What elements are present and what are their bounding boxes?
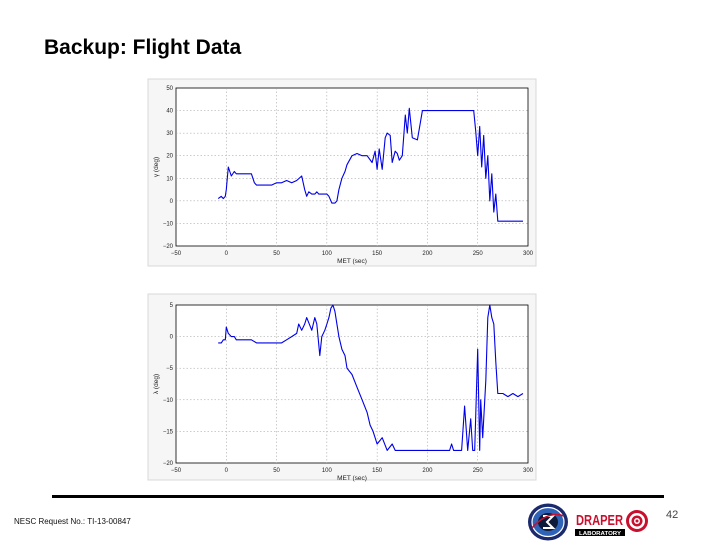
y-tick-label: 5 [170, 303, 174, 309]
y-axis-label: γ (deg) [153, 157, 160, 177]
x-tick-label: 300 [523, 468, 534, 474]
footer-divider [52, 495, 664, 498]
x-tick-label: 0 [225, 468, 229, 474]
x-tick-label: 150 [372, 468, 383, 474]
y-tick-label: 0 [170, 199, 174, 205]
x-tick-label: −50 [171, 251, 182, 257]
x-tick-label: 50 [273, 251, 280, 257]
y-tick-label: −15 [163, 429, 174, 435]
x-tick-label: 0 [225, 251, 229, 257]
y-tick-label: 30 [166, 131, 173, 137]
x-tick-label: 300 [523, 251, 534, 257]
x-tick-label: 250 [473, 251, 484, 257]
y-tick-label: −10 [163, 398, 174, 404]
x-tick-label: 100 [322, 251, 333, 257]
x-tick-label: 200 [422, 251, 433, 257]
chart-1: −50 0 50 100 150 200 250 300 −20 −10 0 10 20 30 40 50 ME… [153, 86, 534, 265]
plot-area [175, 87, 529, 247]
y-tick-label: −20 [163, 461, 174, 467]
x-axis-label: MET (sec) [337, 475, 367, 482]
y-tick-label: 50 [166, 86, 173, 92]
y-axis-label: λ (deg) [153, 374, 160, 394]
nesc-seal-icon [528, 503, 568, 541]
x-tick-label: 100 [322, 468, 333, 474]
footer-request-number: NESC Request No.: TI-13-00847 [14, 517, 131, 526]
series-line-1 [218, 304, 524, 451]
y-tick-label: 10 [166, 176, 173, 182]
draper-laboratory-logo: DRAPER LABORATORY [575, 506, 649, 543]
x-tick-label: 50 [273, 468, 280, 474]
x-tick-label: 150 [372, 251, 383, 257]
slide-title: Backup: Flight Data [44, 36, 242, 59]
x-tick-label: −50 [171, 468, 182, 474]
y-tick-label: 0 [170, 335, 174, 341]
y-tick-label: −20 [163, 244, 174, 250]
y-tick-label: −5 [166, 366, 174, 372]
x-tick-label: 200 [422, 468, 433, 474]
x-tick-label: 250 [473, 468, 484, 474]
y-tick-label: −10 [163, 221, 174, 227]
y-tick-label: 40 [166, 109, 173, 115]
draper-logo-text: DRAPER [576, 512, 623, 529]
y-tick-label: 20 [166, 154, 173, 160]
series-line-1 [217, 107, 523, 222]
page-number: 42 [666, 509, 679, 521]
draper-logo-subtext: LABORATORY [579, 531, 621, 537]
x-axis-label: MET (sec) [337, 258, 367, 265]
